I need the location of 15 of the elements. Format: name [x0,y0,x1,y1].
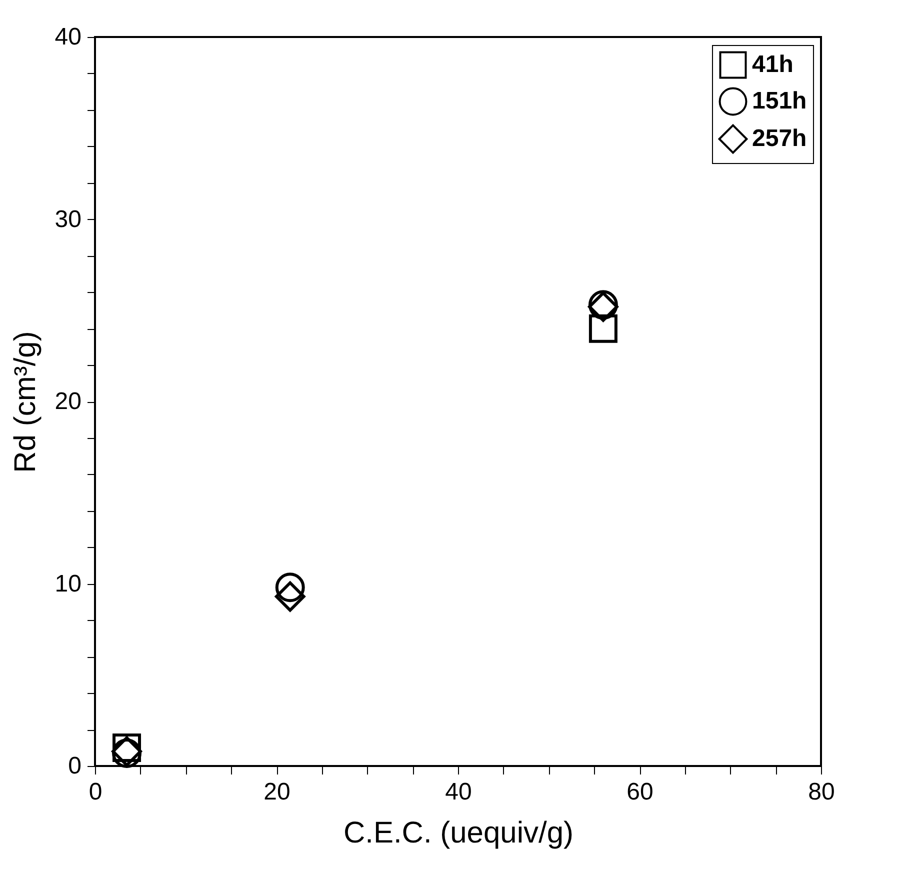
x-tick-label: 40 [445,778,472,806]
y-tick-label: 30 [54,206,82,233]
x-tick-label: 0 [88,778,102,806]
legend-label: 151h [752,88,807,114]
y-tick-label: 0 [68,752,82,780]
x-tick-label: 20 [264,778,290,806]
legend-label: 257h [752,125,807,152]
x-axis-title: C.E.C. (uequiv/g) [343,816,574,850]
y-tick-label: 20 [54,388,82,415]
y-tick-label: 40 [54,24,82,50]
y-axis-title: Rd (cm³/g) [8,331,42,473]
legend-label: 41h [752,51,794,78]
x-tick-label: 60 [626,778,654,806]
x-tick-label: 80 [808,778,835,806]
y-tick-label: 10 [54,570,82,598]
